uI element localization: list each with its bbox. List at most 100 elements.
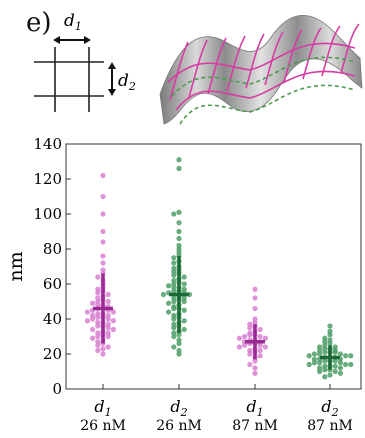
data-point <box>110 326 116 333</box>
wave-grid-line <box>167 42 356 83</box>
data-point <box>84 309 90 315</box>
wave-surface <box>159 14 363 125</box>
data-point <box>257 353 263 359</box>
wave-grid-line <box>226 35 246 92</box>
data-point <box>332 358 338 364</box>
wave-grid-line <box>188 39 208 98</box>
data-point <box>247 325 253 331</box>
data-point <box>348 353 354 359</box>
x-category-conc: 26 nM <box>156 418 202 434</box>
data-point <box>100 351 106 357</box>
data-point <box>176 340 182 347</box>
wave-grid-line <box>175 70 356 111</box>
data-point <box>171 298 177 305</box>
data-point <box>327 372 333 378</box>
d2-arrow-icon <box>108 62 116 96</box>
data-point <box>95 290 101 296</box>
data-point <box>90 300 96 306</box>
data-point <box>105 344 111 350</box>
wavy-surface-illustration <box>159 14 363 125</box>
data-point <box>171 344 177 350</box>
data-point <box>252 370 258 376</box>
data-point <box>257 333 263 340</box>
data-point <box>247 332 253 338</box>
data-point <box>105 316 111 322</box>
y-tick-label: 20 <box>43 345 62 363</box>
data-point <box>181 318 187 324</box>
data-point <box>100 260 106 266</box>
wave-grid-lines <box>167 23 360 125</box>
y-tick-label: 120 <box>33 170 62 188</box>
wave-grid-line <box>283 29 303 83</box>
x-category-label: d2 <box>321 397 338 419</box>
data-point <box>322 367 328 373</box>
data-point <box>176 228 182 235</box>
data-point <box>343 353 349 359</box>
data-point <box>100 239 106 245</box>
data-point <box>317 360 323 366</box>
data-point <box>171 260 177 266</box>
data-point <box>90 316 96 322</box>
data-point <box>181 307 187 313</box>
data-point <box>306 353 312 359</box>
data-point <box>100 228 106 235</box>
data-point <box>322 358 328 364</box>
y-axis-label: nm <box>5 251 27 281</box>
wave-grid-line <box>264 31 284 86</box>
data-point <box>110 318 116 324</box>
data-point <box>236 344 242 350</box>
data-point <box>252 358 258 364</box>
data-point <box>105 333 111 340</box>
data-point <box>105 298 111 305</box>
y-tick-label: 40 <box>43 310 62 328</box>
y-tick-label: 100 <box>33 205 62 223</box>
data-point <box>176 332 182 338</box>
panel-label: e) <box>26 8 52 38</box>
data-point <box>90 335 96 341</box>
data-point <box>343 361 349 368</box>
data-point <box>257 347 263 354</box>
data-point <box>181 298 187 305</box>
data-point <box>337 351 343 357</box>
data-point <box>257 326 263 333</box>
swarm-series <box>160 157 192 357</box>
data-point <box>327 332 333 338</box>
data-point <box>166 283 172 289</box>
data-point <box>252 305 258 312</box>
data-point <box>95 342 101 348</box>
data-point <box>176 351 182 357</box>
x-category-label: d2 <box>170 397 187 419</box>
data-point <box>306 361 312 368</box>
data-point <box>242 342 248 348</box>
data-point <box>252 295 258 301</box>
wave-grid-line <box>171 56 356 97</box>
data-point <box>348 361 354 368</box>
data-point <box>95 314 101 320</box>
d1-schematic-label: d1 <box>64 11 82 33</box>
data-point <box>100 211 106 217</box>
data-point <box>176 209 182 215</box>
data-point <box>332 363 338 369</box>
data-point <box>317 351 323 357</box>
data-point <box>95 323 101 329</box>
data-point <box>181 326 187 333</box>
data-point <box>171 333 177 340</box>
data-point <box>95 347 101 354</box>
x-category-label: d1 <box>246 397 263 419</box>
data-point <box>337 365 343 371</box>
data-point <box>176 235 182 242</box>
d1-arrow-icon <box>53 36 91 44</box>
data-point <box>171 316 177 322</box>
data-point <box>327 340 333 347</box>
swarm-series <box>84 172 116 357</box>
data-point <box>176 157 182 163</box>
x-category-conc: 87 nM <box>307 418 353 434</box>
data-point <box>252 286 258 292</box>
data-point <box>252 365 258 371</box>
x-category-conc: 26 nM <box>80 418 126 434</box>
y-tick-label: 0 <box>52 380 62 398</box>
data-point <box>337 360 343 366</box>
data-point <box>100 346 106 352</box>
data-point <box>100 193 106 200</box>
